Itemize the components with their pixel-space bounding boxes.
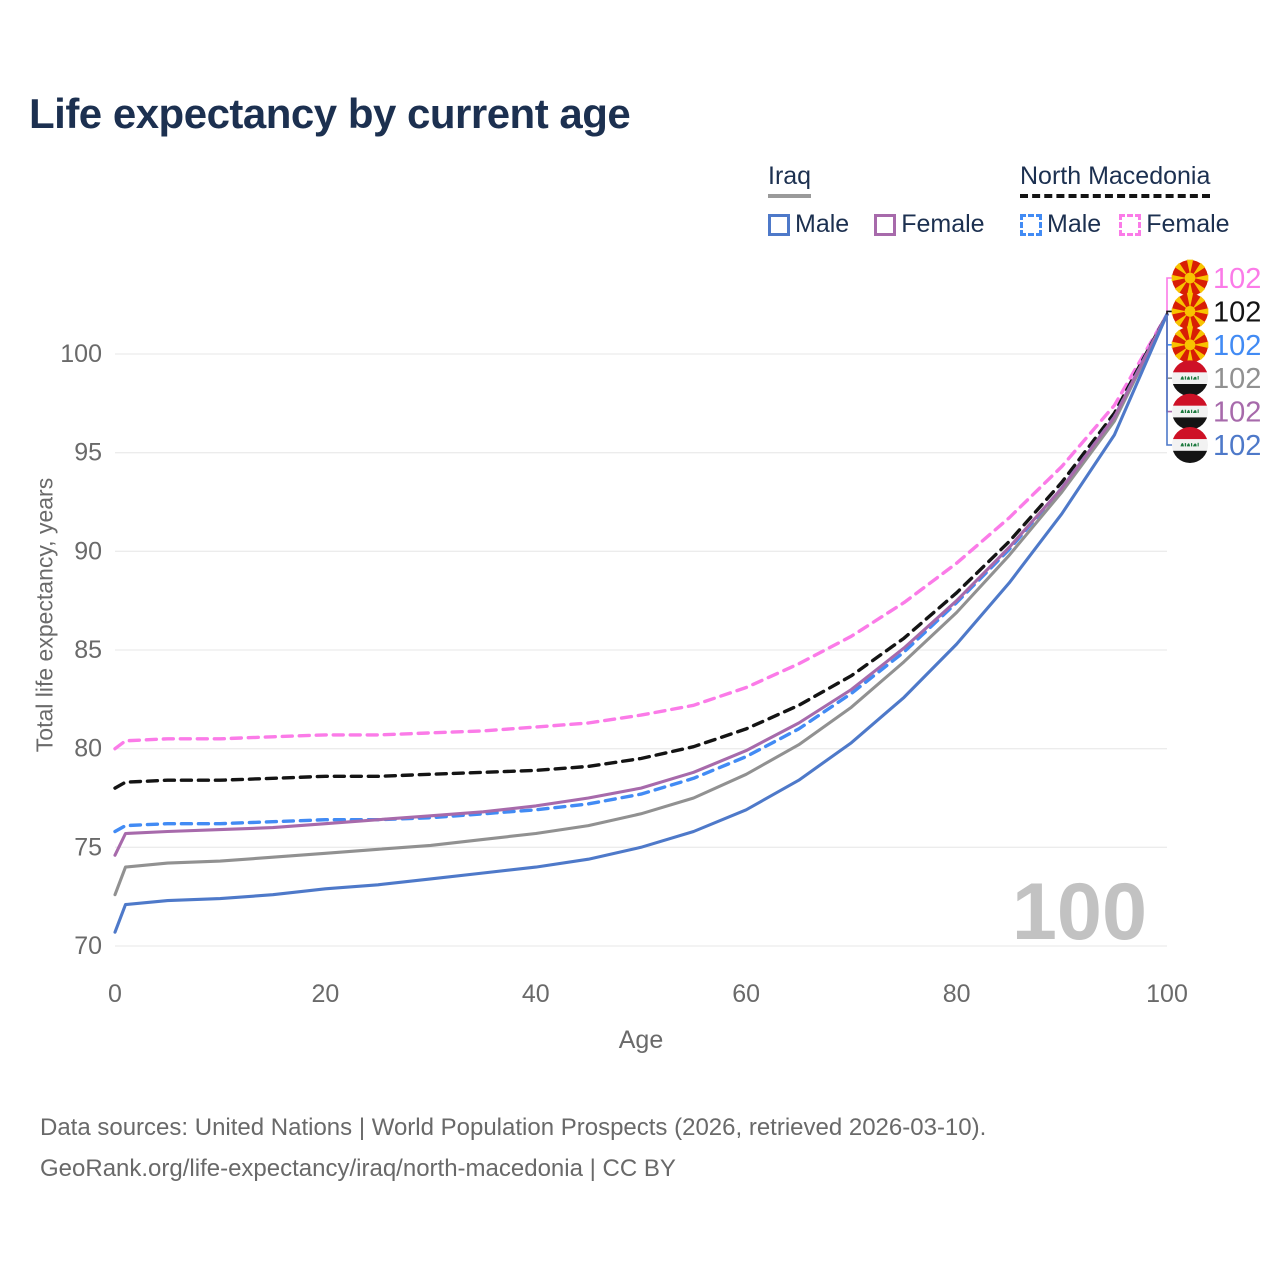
legend-item-label: Male — [795, 210, 850, 238]
legend-swatch-north-macedonia-female — [1119, 213, 1142, 236]
legend-group-title-north-macedonia: North Macedonia — [1020, 162, 1211, 198]
y-tick-label: 75 — [74, 833, 102, 861]
series-line-north-macedonia-female — [113, 312, 1169, 751]
footer: Data sources: United Nations | World Pop… — [40, 1107, 986, 1189]
y-tick-label: 100 — [60, 340, 102, 368]
flag-icon-iraq — [1172, 360, 1208, 397]
legend-item-north-macedonia-male[interactable]: Male — [1020, 210, 1101, 239]
legend-group-north-macedonia: North Macedonia Male Female — [1020, 162, 1230, 239]
flag-icon-north-macedonia — [1171, 259, 1209, 297]
end-value-label: 102 — [1213, 363, 1261, 395]
legend-item-iraq-female[interactable]: Female — [874, 210, 985, 239]
x-axis-title: Age — [618, 1026, 664, 1054]
leader-line — [1166, 314, 1172, 446]
series-line-iraq-male — [113, 312, 1169, 934]
end-value-label: 102 — [1213, 296, 1261, 328]
end-value-label: 102 — [1213, 397, 1261, 429]
legend-row: Male Female — [768, 210, 985, 239]
legend-group-iraq: Iraq Male Female — [768, 162, 985, 239]
flag-icon-north-macedonia — [1171, 326, 1209, 364]
end-value-label: 102 — [1213, 330, 1261, 362]
leader-line — [1166, 310, 1172, 315]
x-tick-label: 40 — [522, 980, 550, 1008]
flag-icon-north-macedonia — [1171, 293, 1209, 330]
legend-item-label: Female — [1146, 210, 1230, 238]
x-tick-label: 100 — [1146, 980, 1188, 1008]
footer-data-sources: Data sources: United Nations | World Pop… — [40, 1114, 987, 1141]
x-tick-label: 60 — [732, 980, 760, 1008]
legend-item-label: Female — [901, 210, 985, 238]
legend-item-north-macedonia-female[interactable]: Female — [1119, 210, 1230, 239]
legend-group-title-iraq: Iraq — [768, 162, 812, 198]
page-title: Life expectancy by current age — [29, 90, 631, 137]
legend-item-label: Male — [1047, 210, 1102, 238]
y-axis-title: Total life expectancy, years — [31, 477, 58, 753]
legend-item-iraq-male[interactable]: Male — [768, 210, 849, 239]
flag-icon-iraq — [1172, 427, 1208, 463]
y-tick-label: 70 — [74, 932, 102, 960]
series-line-iraq-all — [113, 312, 1169, 897]
footer-attribution: GeoRank.org/life-expectancy/iraq/north-m… — [40, 1155, 676, 1182]
y-tick-label: 95 — [74, 439, 102, 467]
age-counter-watermark: 100 — [1011, 867, 1147, 957]
leader-line — [1166, 277, 1172, 315]
flag-icon-iraq — [1172, 393, 1208, 430]
series-line-north-macedonia-all — [113, 312, 1169, 790]
series-line-iraq-female — [113, 312, 1169, 857]
y-tick-label: 90 — [74, 537, 102, 565]
legend-swatch-iraq-male — [768, 213, 790, 236]
x-tick-label: 80 — [943, 980, 971, 1008]
y-tick-label: 85 — [74, 636, 102, 664]
y-tick-label: 80 — [74, 735, 102, 763]
legend-row: Male Female — [1020, 210, 1230, 239]
series-line-north-macedonia-male — [113, 312, 1169, 834]
legend-swatch-north-macedonia-male — [1020, 213, 1042, 236]
x-tick-label: 0 — [108, 980, 122, 1008]
x-tick-label: 20 — [311, 980, 339, 1008]
legend-swatch-iraq-female — [874, 213, 897, 236]
end-value-label: 102 — [1213, 263, 1261, 295]
end-value-label: 102 — [1213, 430, 1261, 462]
